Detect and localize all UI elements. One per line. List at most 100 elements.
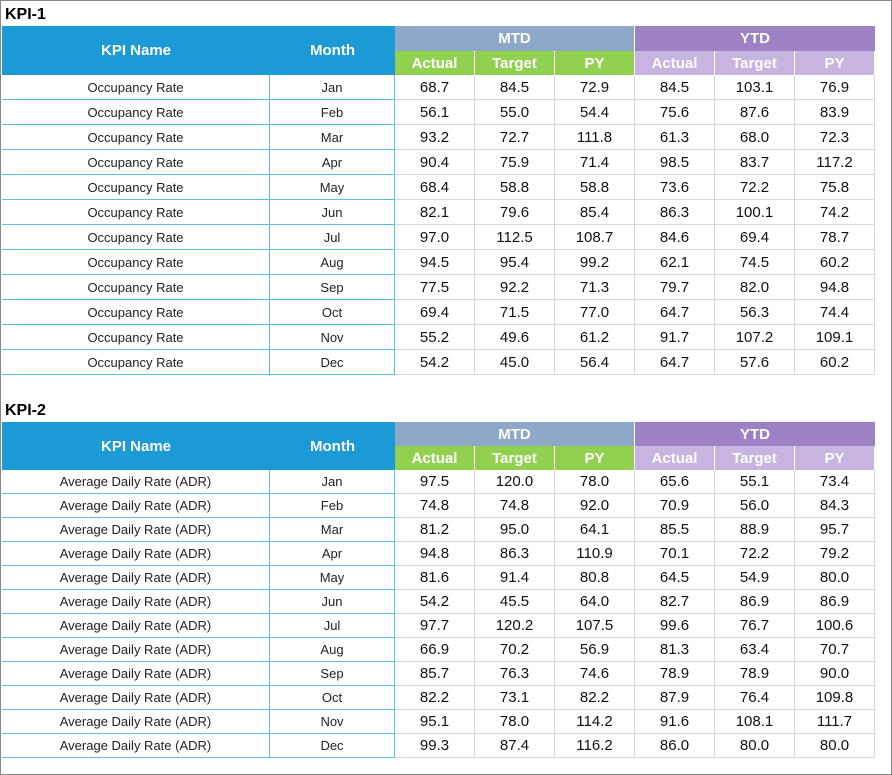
number-cell: 84.6 [635, 225, 715, 250]
sub-header: PY [555, 51, 635, 75]
number-cell: 86.3 [475, 542, 555, 566]
number-cell: 91.6 [635, 710, 715, 734]
number-cell: 77.5 [395, 275, 475, 300]
number-cell: 108.7 [555, 225, 635, 250]
header-cell: Month [270, 26, 395, 75]
text-cell: Average Daily Rate (ADR) [2, 470, 270, 494]
number-cell: 54.4 [555, 100, 635, 125]
text-cell: Average Daily Rate (ADR) [2, 662, 270, 686]
text-cell: Occupancy Rate [2, 300, 270, 325]
number-cell: 112.5 [475, 225, 555, 250]
number-cell: 99.2 [555, 250, 635, 275]
text-cell: Jan [270, 75, 395, 100]
number-cell: 81.6 [395, 566, 475, 590]
number-cell: 97.0 [395, 225, 475, 250]
number-cell: 45.5 [475, 590, 555, 614]
number-cell: 79.2 [795, 542, 875, 566]
sub-header: Target [715, 446, 795, 470]
number-cell: 85.5 [635, 518, 715, 542]
number-cell: 75.9 [475, 150, 555, 175]
number-cell: 64.7 [635, 300, 715, 325]
number-cell: 93.2 [395, 125, 475, 150]
number-cell: 79.6 [475, 200, 555, 225]
number-cell: 71.3 [555, 275, 635, 300]
number-cell: 94.8 [795, 275, 875, 300]
number-cell: 74.8 [395, 494, 475, 518]
number-cell: 84.3 [795, 494, 875, 518]
number-cell: 91.7 [635, 325, 715, 350]
number-cell: 62.1 [635, 250, 715, 275]
text-cell: Dec [270, 350, 395, 375]
text-cell: Occupancy Rate [2, 75, 270, 100]
number-cell: 78.7 [795, 225, 875, 250]
number-cell: 68.7 [395, 75, 475, 100]
text-cell: Dec [270, 734, 395, 758]
number-cell: 58.8 [555, 175, 635, 200]
sub-header: Actual [635, 51, 715, 75]
number-cell: 56.4 [555, 350, 635, 375]
text-cell: May [270, 175, 395, 200]
number-cell: 78.9 [715, 662, 795, 686]
sub-header: Target [475, 446, 555, 470]
number-cell: 114.2 [555, 710, 635, 734]
number-cell: 45.0 [475, 350, 555, 375]
sub-header: Actual [395, 51, 475, 75]
number-cell: 91.4 [475, 566, 555, 590]
number-cell: 97.7 [395, 614, 475, 638]
number-cell: 68.0 [715, 125, 795, 150]
text-cell: Occupancy Rate [2, 325, 270, 350]
number-cell: 71.4 [555, 150, 635, 175]
number-cell: 58.8 [475, 175, 555, 200]
number-cell: 87.4 [475, 734, 555, 758]
sub-header: PY [555, 446, 635, 470]
number-cell: 73.6 [635, 175, 715, 200]
text-cell: Average Daily Rate (ADR) [2, 638, 270, 662]
number-cell: 107.5 [555, 614, 635, 638]
text-cell: Average Daily Rate (ADR) [2, 566, 270, 590]
number-cell: 95.4 [475, 250, 555, 275]
number-cell: 64.0 [555, 590, 635, 614]
number-cell: 75.8 [795, 175, 875, 200]
number-cell: 72.9 [555, 75, 635, 100]
number-cell: 72.2 [715, 175, 795, 200]
number-cell: 54.2 [395, 590, 475, 614]
number-cell: 92.2 [475, 275, 555, 300]
number-cell: 74.4 [795, 300, 875, 325]
number-cell: 120.2 [475, 614, 555, 638]
text-cell: Aug [270, 250, 395, 275]
number-cell: 69.4 [715, 225, 795, 250]
number-cell: 61.2 [555, 325, 635, 350]
text-cell: Aug [270, 638, 395, 662]
group-header: MTD [395, 26, 635, 51]
sub-header: PY [795, 51, 875, 75]
number-cell: 75.6 [635, 100, 715, 125]
number-cell: 86.0 [635, 734, 715, 758]
number-cell: 95.0 [475, 518, 555, 542]
group-header: YTD [635, 26, 875, 51]
number-cell: 116.2 [555, 734, 635, 758]
number-cell: 90.4 [395, 150, 475, 175]
number-cell: 70.9 [635, 494, 715, 518]
text-cell: Sep [270, 275, 395, 300]
number-cell: 111.8 [555, 125, 635, 150]
number-cell: 84.5 [635, 75, 715, 100]
header-cell: KPI Name [2, 26, 270, 75]
text-cell: Nov [270, 325, 395, 350]
number-cell: 69.4 [395, 300, 475, 325]
number-cell: 92.0 [555, 494, 635, 518]
number-cell: 84.5 [475, 75, 555, 100]
header-cell: KPI Name [2, 422, 270, 470]
number-cell: 55.1 [715, 470, 795, 494]
number-cell: 76.3 [475, 662, 555, 686]
table-title: KPI-2 [5, 402, 46, 419]
number-cell: 94.5 [395, 250, 475, 275]
number-cell: 68.4 [395, 175, 475, 200]
sub-header: Actual [635, 446, 715, 470]
text-cell: Oct [270, 686, 395, 710]
number-cell: 55.0 [475, 100, 555, 125]
text-cell: Jul [270, 614, 395, 638]
number-cell: 78.0 [475, 710, 555, 734]
text-cell: Oct [270, 300, 395, 325]
number-cell: 88.9 [715, 518, 795, 542]
